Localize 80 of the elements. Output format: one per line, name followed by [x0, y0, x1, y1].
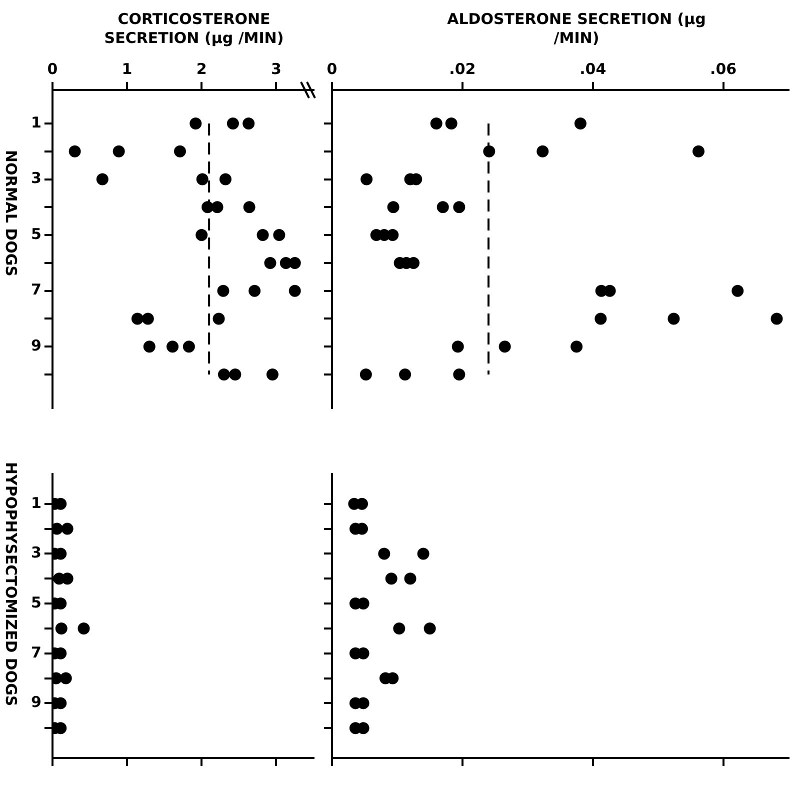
point: [536, 145, 549, 158]
point: [692, 145, 705, 158]
point: [360, 173, 373, 186]
point: [196, 229, 208, 242]
x-tick-label: 1: [122, 60, 132, 78]
x-tick-label: 3: [270, 60, 282, 78]
point: [288, 256, 301, 269]
x-tick-label: 2: [196, 60, 207, 78]
y-tick-label: 9: [31, 693, 42, 712]
point: [452, 340, 464, 353]
point: [242, 117, 255, 130]
point: [770, 312, 783, 325]
point: [399, 368, 412, 381]
point: [393, 622, 406, 634]
point: [243, 201, 256, 214]
point: [182, 340, 195, 353]
point: [378, 548, 390, 560]
point: [360, 368, 372, 381]
point: [142, 312, 154, 325]
point: [68, 145, 81, 158]
x-tick-label: 0: [47, 60, 58, 78]
point: [385, 572, 398, 585]
point: [143, 340, 156, 353]
point: [166, 340, 179, 353]
point: [211, 201, 224, 214]
point: [61, 522, 74, 535]
y-tick-label: 1: [31, 113, 42, 132]
point: [417, 548, 430, 560]
point: [52, 522, 63, 535]
point: [430, 117, 442, 130]
point: [266, 368, 278, 381]
x-tick-label: 0: [326, 60, 338, 78]
y-tick-label: 1: [31, 494, 42, 512]
point: [256, 229, 269, 242]
y-tick-label: 3: [31, 544, 42, 562]
point: [453, 201, 466, 214]
point: [498, 340, 511, 353]
x-tick-label: .04: [580, 60, 606, 78]
y-tick-label: 7: [31, 643, 42, 662]
point: [570, 340, 583, 353]
point: [174, 145, 186, 158]
point: [131, 312, 144, 325]
y-tick-label: 7: [31, 280, 42, 299]
y-axis-title: HYPOPHYSECTOMIZED DOGS: [2, 462, 20, 706]
point: [594, 312, 607, 325]
point: [424, 622, 436, 634]
point: [112, 145, 125, 158]
point: [387, 201, 400, 214]
point: [668, 312, 680, 325]
y-axis-title: NORMAL DOGS: [2, 150, 20, 276]
point: [386, 229, 399, 242]
y-tick-label: 5: [31, 224, 42, 243]
point: [96, 173, 108, 186]
point: [60, 672, 72, 684]
point: [196, 173, 208, 186]
point: [404, 572, 416, 585]
x-tick-label: .06: [710, 60, 737, 78]
point: [217, 284, 230, 297]
point: [453, 368, 466, 381]
y-tick-label: 9: [31, 336, 42, 355]
y-tick-label: 5: [31, 593, 42, 612]
point: [226, 117, 239, 130]
point: [212, 312, 225, 325]
point: [55, 622, 68, 634]
y-tick-label: 3: [31, 169, 42, 188]
point: [574, 117, 586, 130]
point: [273, 229, 286, 242]
point: [218, 368, 230, 381]
point: [288, 284, 301, 297]
x-axis-title: CORTICOSTERONE SECRETION (μg /MIN): [103, 10, 285, 48]
point: [229, 368, 242, 381]
point: [436, 201, 449, 214]
point: [732, 284, 744, 297]
point: [248, 284, 261, 297]
x-axis-title: ALDOSTERONE SECRETION (μg /MIN): [446, 10, 707, 48]
point: [445, 117, 458, 130]
point: [264, 256, 276, 269]
x-tick-label: .02: [449, 60, 476, 78]
point: [219, 173, 232, 186]
point: [190, 117, 202, 130]
